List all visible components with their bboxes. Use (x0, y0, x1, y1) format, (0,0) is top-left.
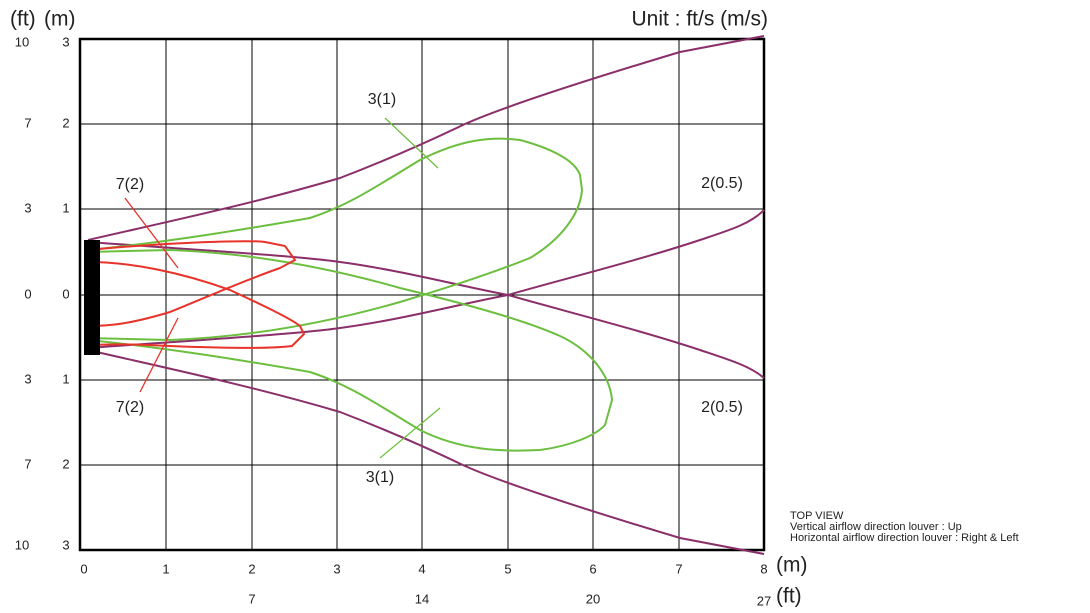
m-tick: 2 (62, 456, 69, 471)
m-tick: 5 (504, 561, 511, 576)
left-ticks: 10 7 3 0 3 7 10 3 2 1 0 1 2 3 (15, 34, 70, 552)
ft-tick: 10 (15, 34, 29, 49)
ft-axis-label: (ft) (776, 585, 802, 608)
m-tick: 8 (760, 561, 767, 576)
curve-label: 2(0.5) (701, 399, 743, 416)
curve-label: 7(2) (116, 399, 144, 416)
m-axis-label: (m) (776, 554, 807, 577)
ft-tick: 3 (24, 200, 31, 215)
leader-lines (124, 117, 441, 459)
m-tick: 4 (418, 561, 425, 576)
ft-tick: 27 (757, 593, 771, 608)
ft-axis-label: (ft) (10, 8, 36, 31)
red-curves (87, 240, 306, 349)
m-tick: 1 (62, 371, 69, 386)
ft-tick: 0 (24, 286, 31, 301)
m-tick: 2 (248, 561, 255, 576)
m-tick: 1 (62, 200, 69, 215)
curve-label: 3(1) (366, 469, 394, 486)
m-tick: 6 (589, 561, 596, 576)
m-tick: 2 (62, 115, 69, 130)
ft-tick: 20 (586, 591, 600, 606)
plot-frame (78, 37, 766, 552)
m-tick: 3 (62, 537, 69, 552)
note-line: Vertical airflow direction louver : Up (790, 521, 962, 533)
ft-tick: 7 (24, 456, 31, 471)
ft-tick: 3 (24, 371, 31, 386)
m-tick: 3 (333, 561, 340, 576)
indoor-unit (84, 240, 100, 355)
m-tick: 7 (675, 561, 682, 576)
bottom-ticks: 0 1 2 3 4 5 6 7 8 7 14 20 27 (80, 561, 771, 608)
m-tick: 1 (162, 561, 169, 576)
note-line: Horizontal airflow direction louver : Ri… (790, 532, 1019, 544)
curve-label: 3(1) (368, 91, 396, 108)
ft-tick: 7 (248, 591, 255, 606)
curve-label: 2(0.5) (701, 175, 743, 192)
note-title: TOP VIEW (790, 510, 844, 522)
m-axis-label: (m) (44, 8, 75, 31)
green-curves (87, 137, 614, 452)
m-tick: 3 (62, 34, 69, 49)
ft-tick: 7 (24, 115, 31, 130)
ft-tick: 14 (415, 591, 429, 606)
m-tick: 0 (62, 286, 69, 301)
unit-label: Unit : ft/s (m/s) (632, 8, 769, 31)
curve-label: 7(2) (116, 176, 144, 193)
ft-tick: 10 (15, 537, 29, 552)
m-tick: 0 (80, 561, 87, 576)
